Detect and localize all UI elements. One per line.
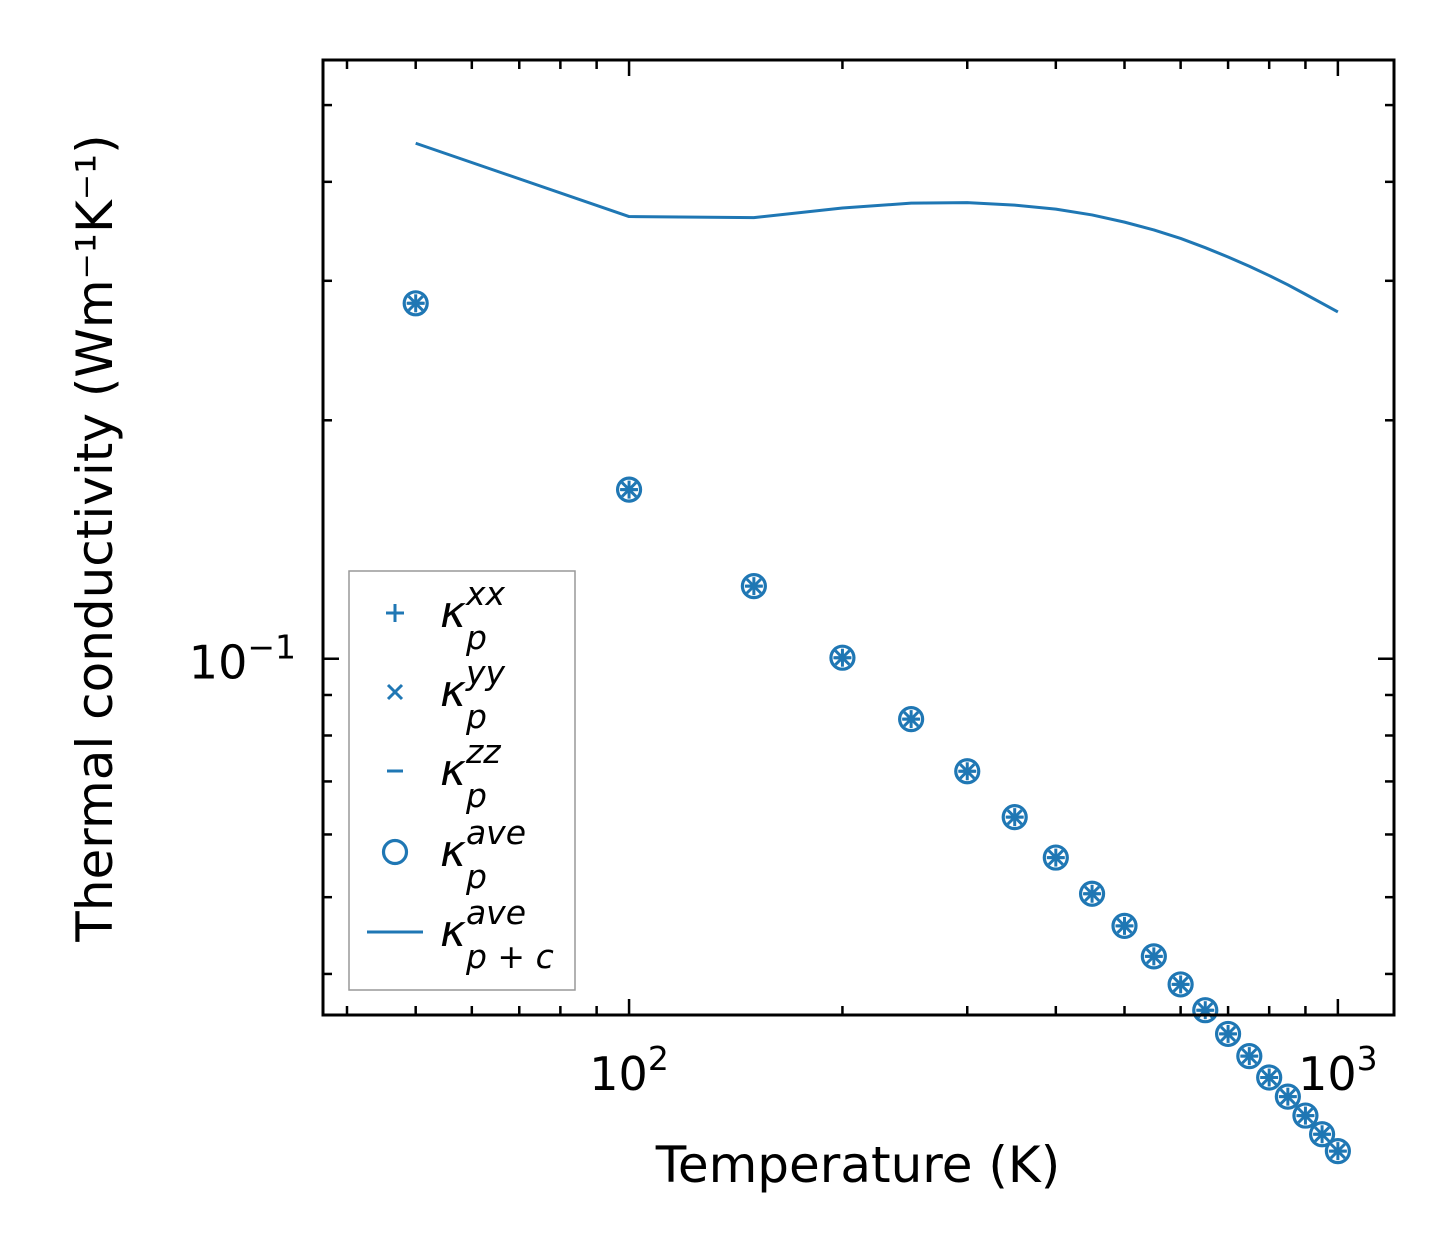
legend-entry-plus: κxx p (386, 574, 505, 657)
legend-label-plus: κxx p (440, 574, 505, 657)
point-kappa_p_ave-100 (615, 476, 643, 503)
point-kappa_p_ave-550 (1140, 943, 1167, 970)
point-kappa_p_ave-750 (1236, 1043, 1263, 1070)
tick-labels-layer: 102 103 10−1 (189, 628, 1378, 1101)
y-axis-label: Thermal conductivity (Wm⁻¹K⁻¹) (66, 134, 124, 942)
point-kappa_p_ave-250 (898, 706, 925, 733)
point-kappa_p_ave-400 (1042, 844, 1069, 871)
legend-label-hline: κzz p (440, 732, 501, 815)
point-kappa_p_ave-850 (1274, 1083, 1301, 1110)
y-tick-label-0.1: 10−1 (189, 628, 296, 690)
point-kappa_p_ave-500 (1111, 912, 1138, 939)
legend-entry-circle: κave p (381, 813, 526, 896)
axis-labels-layer: Temperature (K) Thermal conductivity (Wm… (66, 134, 1060, 1194)
legend-entry-line: κave p + c (367, 893, 554, 976)
legend-marker-x (386, 683, 404, 701)
legend-label-line: κave p + c (440, 893, 554, 976)
legend-box (348, 570, 576, 991)
series-line-kappa_pc_ave (415, 141, 1339, 314)
point-kappa_p_ave-950 (1308, 1121, 1336, 1148)
legend-marker-plus (386, 604, 404, 622)
point-kappa_p_ave-300 (954, 758, 981, 785)
point-kappa_p_ave-650 (1192, 997, 1219, 1024)
x-tick-label-100: 102 (589, 1039, 669, 1101)
point-kappa_p_ave-900 (1292, 1102, 1319, 1129)
point-kappa_p_ave-700 (1214, 1020, 1242, 1048)
x-axis-label: Temperature (K) (655, 1136, 1060, 1194)
point-kappa_p_ave-150 (740, 573, 767, 600)
legend-label-x: κyy p (440, 653, 505, 736)
point-kappa_p_ave-600 (1167, 971, 1194, 998)
point-kappa_p_ave-200 (829, 644, 856, 671)
point-kappa_p_ave-800 (1256, 1064, 1283, 1091)
ticks-layer (323, 60, 1394, 1015)
point-kappa_p_ave-350 (1001, 804, 1028, 831)
series-kappa_p_ave (402, 290, 1351, 1165)
legend-marker-circle (381, 838, 409, 866)
x-tick-label-1000: 103 (1298, 1039, 1378, 1101)
axes-layer (321, 58, 1396, 1017)
markers-layer (402, 290, 1351, 1165)
point-kappa_p_ave-50 (402, 290, 429, 317)
legend-label-circle: κave p (440, 813, 526, 896)
legend-entry-x: κyy p (386, 653, 505, 736)
point-kappa_p_ave-1000 (1324, 1138, 1351, 1165)
line-layer (415, 141, 1339, 314)
series-kappa_p_zz (407, 301, 1346, 1153)
point-kappa_p_ave-450 (1078, 880, 1106, 907)
plot-frame (321, 58, 1396, 1017)
legend-entry-hline: κzz p (387, 732, 501, 815)
